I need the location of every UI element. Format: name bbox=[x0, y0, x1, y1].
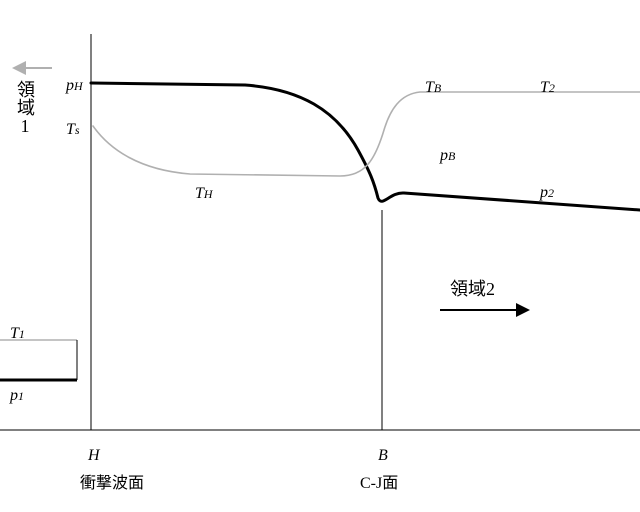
diagram-canvas bbox=[0, 0, 640, 512]
